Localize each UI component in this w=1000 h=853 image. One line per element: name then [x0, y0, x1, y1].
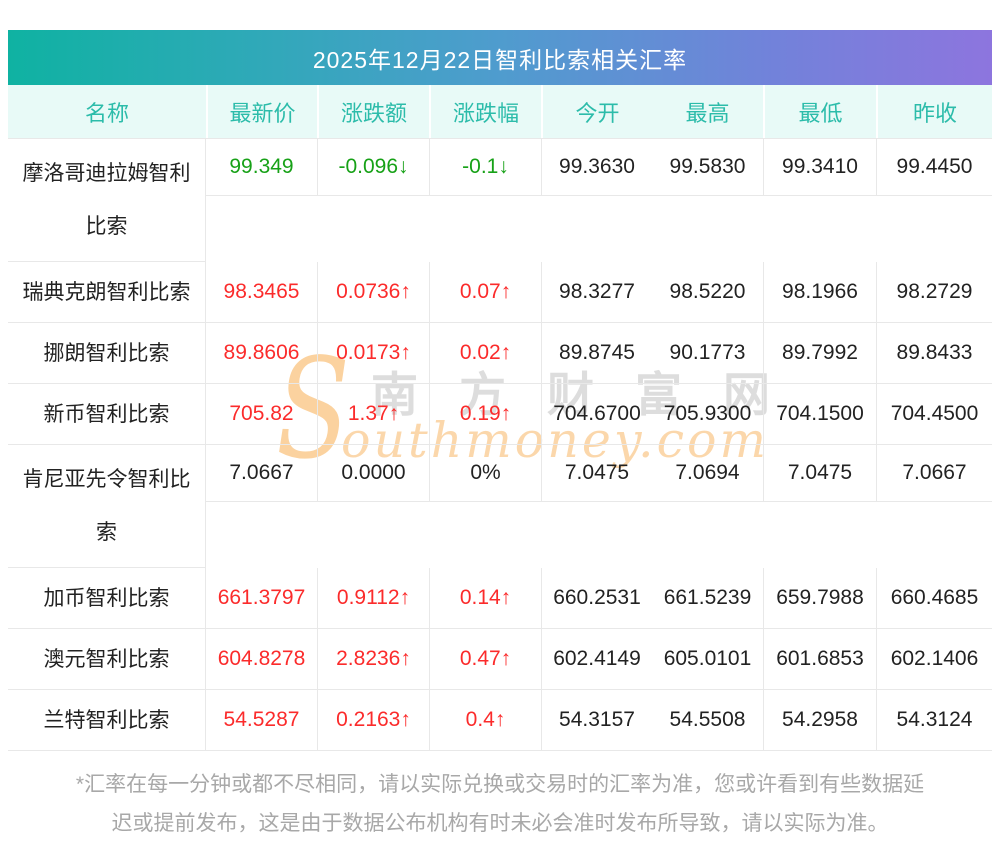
currency-name-cell: 挪朗智利比索	[8, 323, 206, 384]
disclaimer-text: *汇率在每一分钟或都不尽相同，请以实际兑换或交易时的汇率为准，您或许看到有些数据…	[75, 773, 925, 835]
value-cell: 98.2729	[876, 262, 992, 322]
currency-name-cell: 瑞典克朗智利比索	[8, 262, 206, 323]
value-cell: 89.8745	[541, 323, 652, 383]
value-cell: 89.8606	[223, 341, 300, 364]
value-cell: 1.37↑	[317, 384, 429, 444]
value-cell: 601.6853	[763, 629, 876, 689]
value-cell: 7.0475	[763, 445, 876, 501]
table-row: 澳元智利比索 604.8278 2.8236↑ 0.47↑ 602.4149 605.01…	[8, 629, 992, 690]
value-cell: 661.3797	[217, 586, 306, 609]
column-header: 昨收	[876, 85, 992, 138]
currency-name-cell: 新币智利比索	[8, 384, 206, 445]
value-cell: 602.1406	[876, 629, 992, 689]
column-header: 涨跌幅	[429, 85, 541, 138]
value-cell: 54.2958	[763, 690, 876, 750]
value-cell: 7.0667	[229, 461, 294, 484]
value-cell: 604.8278	[217, 647, 306, 670]
value-cell: 0.4↑	[429, 690, 541, 750]
value-cell: 89.8433	[876, 323, 992, 383]
value-cell: 99.3630	[541, 139, 652, 195]
value-cell: 661.5239	[663, 586, 752, 609]
value-cell: 0.0000	[317, 445, 429, 501]
value-cell: 0%	[429, 445, 541, 501]
value-cell: 98.1966	[763, 262, 876, 322]
column-header: 最高	[685, 100, 730, 126]
table-row: 加币智利比索 661.3797 0.9112↑ 0.14↑ 660.2531 661.52…	[8, 568, 992, 629]
value-cell: 659.7988	[763, 568, 876, 628]
rates-table: 2025年12月22日智利比索相关汇率 名称 最新价 涨跌额 涨跌幅 今开 最高 最低 昨收 …	[8, 30, 992, 751]
value-cell: 98.5220	[669, 280, 746, 303]
value-cell: 0.14↑	[429, 568, 541, 628]
value-cell: 0.07↑	[429, 262, 541, 322]
value-cell: 54.3157	[541, 690, 652, 750]
value-cell: 54.5508	[669, 708, 746, 731]
value-cell: 660.4685	[876, 568, 992, 628]
value-cell: 605.0101	[663, 647, 752, 670]
value-cell: -0.1↓	[429, 139, 541, 195]
value-cell: 90.1773	[669, 341, 746, 364]
value-cell: 7.0667	[876, 445, 992, 501]
value-cell: 0.0173↑	[317, 323, 429, 383]
value-cell: 54.5287	[223, 708, 300, 731]
value-cell: 2.8236↑	[317, 629, 429, 689]
column-header: 涨跌额	[317, 85, 429, 138]
value-cell: 99.3410	[763, 139, 876, 195]
value-cell: 704.6700	[541, 384, 652, 444]
table-row: 新币智利比索 705.82 1.37↑ 0.19↑ 704.6700 705.9300 70…	[8, 384, 992, 445]
currency-name-cell: 加币智利比索	[8, 568, 206, 629]
value-cell: 660.2531	[541, 568, 652, 628]
column-header: 名称	[84, 100, 129, 126]
value-cell: 98.3277	[541, 262, 652, 322]
column-header: 今开	[541, 85, 652, 138]
table-row: 瑞典克朗智利比索 98.3465 0.0736↑ 0.07↑ 98.3277 98.522…	[8, 262, 992, 323]
value-cell: 7.0694	[675, 461, 740, 484]
value-cell: 0.47↑	[429, 629, 541, 689]
value-cell: 89.7992	[763, 323, 876, 383]
table-row: 肯尼亚先令智利比 索 7.0667 0.0000 0% 7.0475 7.0694 7.04…	[8, 445, 992, 568]
value-cell: 54.3124	[876, 690, 992, 750]
table-body: 摩洛哥迪拉姆智利 比索 99.349 -0.096↓ -0.1↓ 99.3630 99.5…	[8, 139, 992, 751]
table-row: 兰特智利比索 54.5287 0.2163↑ 0.4↑ 54.3157 54.5508 54…	[8, 690, 992, 751]
value-cell: 7.0475	[541, 445, 652, 501]
currency-name-cell: 兰特智利比索	[8, 690, 206, 751]
table-row: 挪朗智利比索 89.8606 0.0173↑ 0.02↑ 89.8745 90.1773 8…	[8, 323, 992, 384]
value-cell: 99.5830	[669, 155, 746, 178]
row-filler	[206, 196, 992, 262]
table-row: 摩洛哥迪拉姆智利 比索 99.349 -0.096↓ -0.1↓ 99.3630 99.5…	[8, 139, 992, 262]
value-cell: 705.82	[229, 402, 294, 425]
table-title-bar: 2025年12月22日智利比索相关汇率	[8, 30, 992, 85]
value-cell: 99.4450	[876, 139, 992, 195]
value-cell: 0.19↑	[429, 384, 541, 444]
table-header-row: 名称 最新价 涨跌额 涨跌幅 今开 最高 最低 昨收	[8, 85, 992, 139]
value-cell: 98.3465	[223, 280, 300, 303]
row-filler	[206, 502, 992, 568]
table-title: 2025年12月22日智利比索相关汇率	[312, 46, 688, 73]
value-cell: 602.4149	[541, 629, 652, 689]
value-cell: 0.2163↑	[317, 690, 429, 750]
currency-name-cell: 澳元智利比索	[8, 629, 206, 690]
column-header: 最低	[763, 85, 876, 138]
value-cell: 704.4500	[876, 384, 992, 444]
value-cell: 704.1500	[763, 384, 876, 444]
value-cell: 705.9300	[663, 402, 752, 425]
value-cell: -0.096↓	[317, 139, 429, 195]
value-cell: 0.02↑	[429, 323, 541, 383]
currency-name-cell: 肯尼亚先令智利比 索	[8, 445, 206, 568]
currency-name-cell: 摩洛哥迪拉姆智利 比索	[8, 139, 206, 262]
value-cell: 0.0736↑	[317, 262, 429, 322]
value-cell: 99.349	[229, 155, 294, 178]
column-header: 最新价	[206, 85, 317, 138]
value-cell: 0.9112↑	[317, 568, 429, 628]
